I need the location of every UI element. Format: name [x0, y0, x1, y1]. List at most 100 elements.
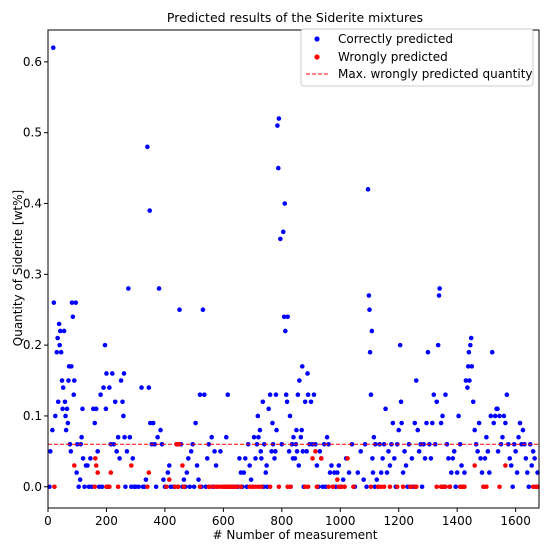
correct-point-10	[57, 342, 62, 348]
correct-point-93	[156, 286, 162, 291]
correct-point-233	[358, 449, 364, 454]
correct-point-311	[463, 378, 469, 383]
correct-point-5	[53, 413, 58, 419]
correct-point-234	[361, 477, 366, 482]
correct-point-60	[110, 371, 115, 376]
wrong-point-67	[408, 484, 413, 490]
correct-point-210	[314, 463, 320, 468]
wrong-point-66	[400, 484, 406, 490]
correct-point-277	[415, 427, 421, 433]
correct-point-327	[482, 456, 488, 461]
correct-point-189	[292, 456, 298, 461]
correct-point-155	[259, 456, 264, 461]
correct-point-329	[485, 449, 491, 454]
correct-point-248	[374, 477, 380, 482]
correct-point-58	[107, 385, 112, 390]
correct-point-51	[98, 392, 103, 398]
correct-point-263	[396, 427, 402, 433]
y-tick-label: 0.6	[23, 55, 42, 69]
correct-point-133	[223, 434, 229, 440]
correct-point-340	[500, 434, 505, 440]
correct-point-34	[76, 484, 81, 490]
correct-point-199	[300, 449, 306, 454]
correct-point-334	[492, 413, 498, 419]
y-axis-label: Quantity of Siderite [wt%]	[11, 190, 25, 346]
correct-point-167	[272, 456, 277, 461]
wrong-point-41	[259, 484, 264, 490]
correct-point-220	[329, 463, 334, 468]
wrong-point-21	[181, 484, 187, 490]
correct-point-282	[422, 456, 428, 461]
correct-point-117	[194, 463, 200, 468]
correct-point-317	[468, 335, 474, 341]
correct-point-273	[409, 456, 415, 461]
correct-point-83	[143, 477, 149, 482]
correct-point-316	[468, 342, 473, 348]
y-tick-label: 0.4	[23, 196, 42, 210]
correct-point-69	[121, 371, 127, 376]
correct-point-302	[450, 456, 456, 461]
correct-point-348	[511, 441, 517, 447]
wrong-point-58	[345, 456, 350, 461]
wrong-point-64	[387, 484, 393, 490]
wrong-point-5	[95, 470, 100, 475]
correct-point-362	[532, 456, 537, 461]
wrong-point-50	[314, 484, 320, 490]
correct-point-54	[102, 342, 108, 348]
wrong-point-54	[335, 477, 340, 482]
correct-point-9	[56, 321, 62, 327]
correct-point-156	[260, 399, 266, 405]
correct-point-351	[516, 434, 521, 440]
correct-point-330	[487, 470, 492, 475]
wrong-point-73	[443, 484, 448, 490]
legend-label-threshold: Max. wrongly predicted quantity	[338, 67, 533, 81]
correct-point-18	[63, 413, 68, 419]
correct-point-180	[283, 392, 289, 398]
correct-point-193	[295, 392, 301, 398]
correct-point-203	[305, 371, 310, 376]
correct-point-202	[304, 449, 309, 454]
wrong-point-1	[72, 463, 77, 468]
correct-point-254	[383, 406, 388, 412]
correct-point-360	[529, 463, 534, 468]
wrong-point-48	[310, 456, 315, 461]
correct-point-278	[416, 449, 422, 454]
correct-point-35	[77, 477, 83, 482]
correct-point-229	[346, 470, 352, 475]
wrong-point-83	[503, 463, 508, 468]
correct-point-44	[88, 456, 93, 461]
correct-point-21	[65, 420, 71, 426]
wrong-point-82	[497, 484, 502, 490]
correct-point-352	[517, 420, 523, 426]
correct-point-73	[126, 286, 131, 291]
correct-point-39	[80, 456, 86, 461]
correct-point-169	[273, 392, 279, 398]
correct-point-354	[520, 427, 526, 433]
correct-point-19	[63, 427, 69, 433]
x-tick-label: 1600	[500, 514, 531, 528]
correct-point-53	[101, 385, 106, 390]
correct-point-112	[187, 484, 193, 490]
correct-point-33	[74, 441, 80, 447]
correct-point-128	[212, 449, 217, 454]
correct-point-142	[242, 456, 248, 461]
wrong-point-53	[330, 484, 336, 490]
legend-box	[300, 28, 534, 87]
correct-point-238	[366, 293, 372, 298]
correct-point-2	[50, 427, 55, 433]
wrong-point-24	[207, 484, 213, 490]
correct-point-304	[453, 484, 459, 490]
x-tick-label: 1200	[383, 514, 414, 528]
correct-point-347	[510, 484, 515, 490]
correct-point-149	[253, 456, 258, 461]
correct-point-324	[478, 456, 483, 461]
correct-point-25	[68, 449, 74, 454]
correct-point-301	[449, 470, 454, 475]
legend-marker-wrong	[314, 54, 320, 60]
correct-point-68	[121, 413, 126, 419]
y-tick-label: 0.3	[23, 267, 42, 281]
wrong-point-35	[234, 484, 239, 490]
correct-point-297	[443, 392, 448, 398]
correct-point-349	[513, 449, 518, 454]
correct-point-318	[469, 364, 475, 369]
